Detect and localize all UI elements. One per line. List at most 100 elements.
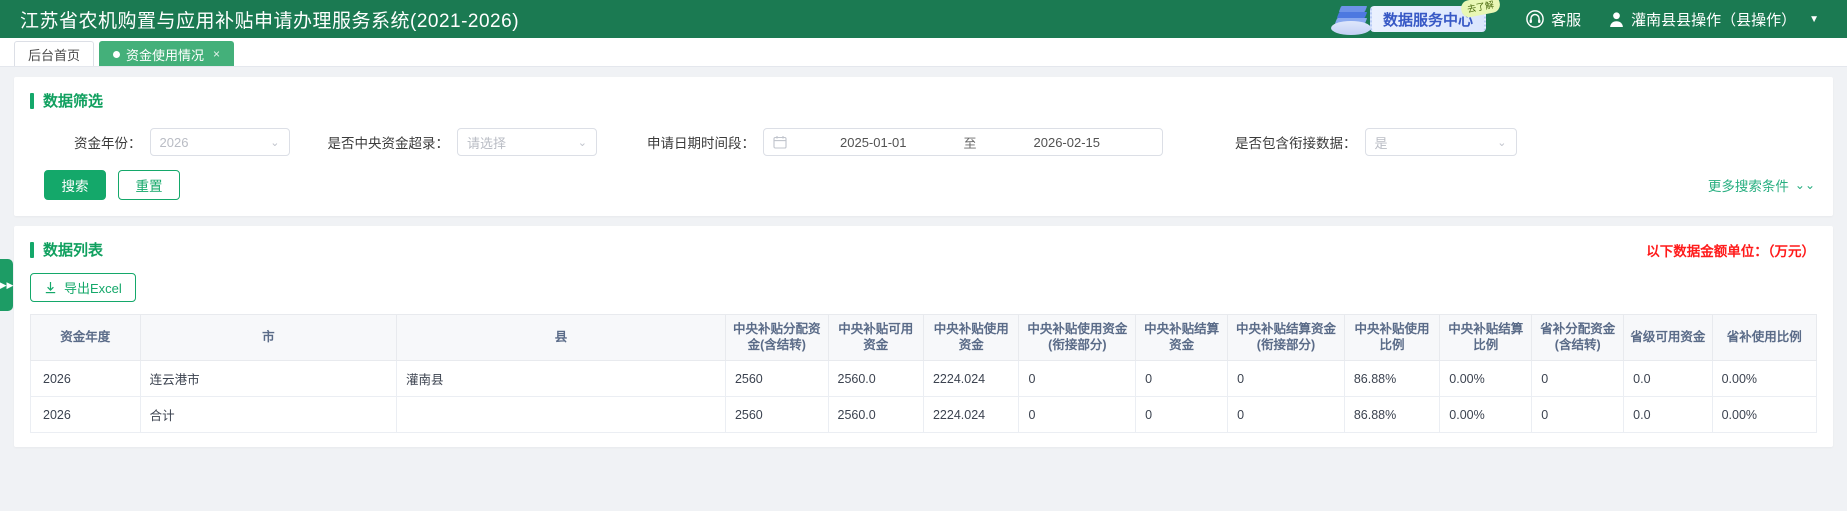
chevron-down-icon[interactable]: ▼ — [1809, 13, 1819, 25]
cell-central-used-link: 0 — [1018, 396, 1137, 434]
user-name: 灌南县县操作（县操作） — [1631, 11, 1797, 29]
cell-central-settle-ratio: 0.00% — [1439, 396, 1533, 434]
cell-central-used: 2224.024 — [922, 396, 1020, 434]
cell-central-settled-link: 0 — [1227, 396, 1345, 434]
cell-central-use-ratio: 86.88% — [1343, 396, 1441, 434]
fund-usage-table: 资金年度 市 县 中央补贴分配资金(含结转) 中央补贴可用资金 中央补贴使用资金… — [30, 314, 1818, 434]
apply-date-range-picker[interactable]: 2025-01-01 至 2026-02-15 — [763, 128, 1163, 156]
central-over-placeholder: 请选择 — [467, 135, 507, 151]
data-list-header: 数据列表 以下数据金额单位：（万元） — [14, 226, 1833, 273]
filter-card-title: 数据筛选 — [14, 77, 1833, 124]
user-menu[interactable]: 灌南县县操作（县操作） ▼ — [1595, 0, 1833, 38]
field-fund-year: 资金年份： 2026 ⌄ — [74, 128, 290, 156]
export-excel-label: 导出Excel — [64, 281, 122, 296]
data-list-card: 数据列表 以下数据金额单位：（万元） 导出Excel — [14, 226, 1833, 448]
data-list-title-text: 数据列表 — [43, 242, 104, 259]
table-header-row: 资金年度 市 县 中央补贴分配资金(含结转) 中央补贴可用资金 中央补贴使用资金… — [30, 314, 1818, 362]
cell-central-settle-ratio: 0.00% — [1439, 360, 1533, 398]
col-central-used-link: 中央补贴使用资金(衔接部分) — [1018, 314, 1137, 362]
table-row[interactable]: 2026 合计 2560 2560.0 2224.024 0 0 0 86.88… — [30, 396, 1818, 434]
header-actions: 数据服务中心 去了解 客服 灌南县县操作（县操作） ▼ — [1329, 0, 1833, 38]
search-button[interactable]: 搜索 — [44, 170, 106, 200]
col-county: 县 — [396, 314, 726, 362]
include-link-select[interactable]: 是 ⌄ — [1364, 128, 1517, 156]
cell-central-allocated: 2560 — [724, 360, 829, 398]
download-icon — [45, 282, 56, 294]
more-conditions-toggle[interactable]: 更多搜索条件 ⌄⌄ — [1708, 175, 1833, 195]
central-over-label: 是否中央资金超录： — [327, 136, 450, 151]
col-prov-available: 省级可用资金 — [1623, 314, 1713, 362]
close-icon[interactable]: × — [213, 47, 221, 61]
include-link-label: 是否包含衔接数据： — [1235, 136, 1357, 151]
cell-central-used-link: 0 — [1018, 360, 1137, 398]
field-apply-date: 申请日期时间段： 2025-01-01 至 2026-02-15 — [647, 128, 1163, 156]
table-row[interactable]: 2026 连云港市 灌南县 2560 2560.0 2224.024 0 0 0… — [30, 360, 1818, 398]
app-header: 江苏省农机购置与应用补贴申请办理服务系统(2021-2026) 数据服务中心 去… — [0, 0, 1847, 38]
cell-central-settled-link: 0 — [1227, 360, 1345, 398]
cell-county: 灌南县 — [396, 360, 726, 398]
chevron-double-right-icon: ▶▶ — [0, 279, 14, 290]
col-central-settle-ratio: 中央补贴结算比例 — [1439, 314, 1533, 362]
cell-central-allocated: 2560 — [724, 396, 829, 434]
tab-home[interactable]: 后台首页 — [14, 41, 95, 66]
title-accent-bar — [30, 241, 34, 258]
col-central-use-ratio: 中央补贴使用比例 — [1343, 314, 1441, 362]
tab-fund-usage[interactable]: 资金使用情况 × — [99, 41, 235, 66]
apply-date-end: 2026-02-15 — [1033, 134, 1101, 150]
page-body: ▶▶ 数据筛选 资金年份： 2026 ⌄ 是否中央资金超录： 请选择 ⌄ — [0, 67, 1847, 511]
col-fund-year: 资金年度 — [30, 314, 141, 362]
apply-date-start: 2025-01-01 — [840, 134, 907, 150]
col-city: 市 — [139, 314, 398, 362]
amount-unit-note: 以下数据金额单位：（万元） — [1646, 243, 1815, 259]
tab-active-dot-icon — [113, 50, 121, 58]
cell-central-use-ratio: 86.88% — [1343, 360, 1441, 398]
filter-actions: 搜索 重置 — [14, 170, 180, 200]
central-over-select[interactable]: 请选择 ⌄ — [457, 128, 597, 156]
filter-buttons-row: 搜索 重置 更多搜索条件 ⌄⌄ — [14, 156, 1833, 216]
data-service-center-banner[interactable]: 数据服务中心 去了解 — [1329, 0, 1502, 37]
col-central-settled-link: 中央补贴结算资金(衔接部分) — [1227, 314, 1345, 362]
calendar-icon — [773, 136, 787, 149]
user-icon — [1610, 11, 1623, 27]
export-row: 导出Excel — [14, 273, 1833, 314]
chevron-down-icon: ⌄ — [577, 136, 587, 149]
cell-prov-available: 0.0 — [1623, 396, 1713, 434]
tab-bar: 后台首页 资金使用情况 × — [0, 38, 1847, 67]
fund-year-select[interactable]: 2026 ⌄ — [149, 128, 290, 156]
support-label: 客服 — [1551, 11, 1582, 29]
support-button[interactable]: 客服 — [1512, 0, 1595, 38]
tab-home-label: 后台首页 — [28, 47, 81, 63]
col-prov-use-ratio: 省补使用比例 — [1711, 314, 1818, 362]
filter-title-text: 数据筛选 — [43, 93, 104, 110]
cell-fund-year: 2026 — [30, 396, 141, 434]
col-prov-allocated: 省补分配资金(含结转) — [1531, 314, 1625, 362]
cell-central-available: 2560.0 — [827, 360, 924, 398]
export-excel-button[interactable]: 导出Excel — [30, 273, 136, 302]
cell-prov-allocated: 0 — [1531, 360, 1625, 398]
cell-county — [396, 396, 726, 434]
cell-city: 合计 — [139, 396, 398, 434]
field-central-over: 是否中央资金超录： 请选择 ⌄ — [327, 128, 597, 156]
cell-city: 连云港市 — [139, 360, 398, 398]
reset-button[interactable]: 重置 — [118, 170, 180, 200]
apply-date-separator: 至 — [963, 135, 977, 151]
more-conditions-label: 更多搜索条件 — [1707, 179, 1789, 194]
data-table-wrap: 资金年度 市 县 中央补贴分配资金(含结转) 中央补贴可用资金 中央补贴使用资金… — [14, 314, 1833, 447]
filter-card: 数据筛选 资金年份： 2026 ⌄ 是否中央资金超录： 请选择 ⌄ 申请日期时间… — [14, 77, 1833, 216]
chevron-down-icon: ⌄ — [270, 136, 280, 149]
cell-prov-allocated: 0 — [1531, 396, 1625, 434]
col-central-available: 中央补贴可用资金 — [827, 314, 924, 362]
include-link-value: 是 — [1374, 135, 1388, 151]
cell-central-used: 2224.024 — [922, 360, 1020, 398]
app-title: 江苏省农机购置与应用补贴申请办理服务系统(2021-2026) — [20, 10, 520, 32]
headset-icon — [1526, 10, 1544, 28]
col-central-allocated: 中央补贴分配资金(含结转) — [724, 314, 829, 362]
title-accent-bar — [30, 92, 34, 109]
field-include-link: 是否包含衔接数据： 是 ⌄ — [1235, 128, 1517, 156]
data-service-center-label: 数据服务中心 — [1383, 11, 1474, 29]
col-central-settled: 中央补贴结算资金 — [1135, 314, 1229, 362]
cell-fund-year: 2026 — [30, 360, 141, 398]
sidebar-collapse-handle[interactable]: ▶▶ — [0, 259, 13, 311]
apply-date-label: 申请日期时间段： — [647, 136, 755, 151]
fund-year-label: 资金年份： — [74, 136, 142, 151]
